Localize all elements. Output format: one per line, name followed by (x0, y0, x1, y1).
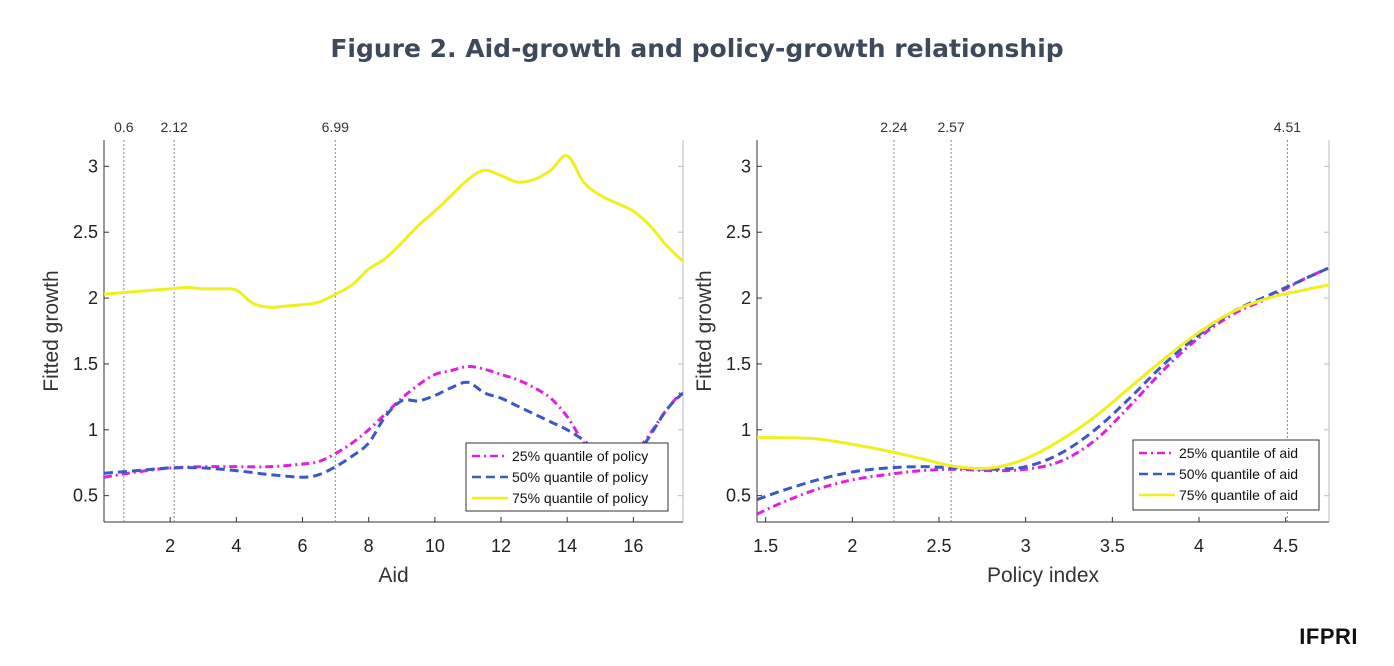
right-legend-label: 50% quantile of aid (1179, 466, 1298, 482)
right-y-tick-label: 1 (741, 420, 751, 440)
figure-title: Figure 2. Aid-growth and policy-growth r… (330, 34, 1064, 63)
right-reference-label: 2.57 (938, 119, 965, 135)
left-x-axis-label: Aid (378, 564, 408, 587)
right-x-tick-label: 2.5 (926, 536, 951, 556)
right-y-tick-label: 3 (741, 156, 751, 176)
left-legend-label: 25% quantile of policy (512, 448, 648, 464)
right-reference-label: 4.51 (1274, 119, 1301, 135)
left-x-tick-label: 2 (165, 536, 175, 556)
left-x-tick-label: 8 (364, 536, 374, 556)
left-y-axis-label: Fitted growth (40, 270, 63, 391)
right-y-tick-label: 2.5 (726, 222, 751, 242)
left-y-tick-label: 2 (88, 288, 98, 308)
left-legend-label: 75% quantile of policy (512, 490, 648, 506)
right-x-tick-label: 3 (1021, 536, 1031, 556)
left-y-tick-label: 3 (88, 156, 98, 176)
right-y-tick-label: 0.5 (726, 486, 751, 506)
right-legend-label: 25% quantile of aid (1179, 445, 1298, 461)
right-legend-label: 75% quantile of aid (1179, 487, 1298, 503)
right-x-tick-label: 4.5 (1273, 536, 1298, 556)
ifpri-logo-text: IFPRI (1299, 624, 1358, 649)
left-series-line (104, 154, 683, 309)
left-y-tick-label: 1.5 (73, 354, 98, 374)
left-legend-label: 50% quantile of policy (512, 469, 648, 485)
left-x-tick-label: 6 (298, 536, 308, 556)
right-series-line (757, 283, 1329, 471)
left-legend-box (465, 442, 669, 512)
left-series-line (104, 380, 683, 479)
left-y-tick-label: 1 (88, 420, 98, 440)
right-x-tick-label: 3.5 (1100, 536, 1125, 556)
right-x-axis-label: Policy index (987, 564, 1100, 587)
right-y-tick-label: 2 (741, 288, 751, 308)
left-x-tick-label: 12 (491, 536, 511, 556)
left-reference-label: 0.6 (114, 119, 134, 135)
right-y-axis-label: Fitted growth (693, 270, 716, 391)
left-y-tick-label: 2.5 (73, 222, 98, 242)
left-x-tick-label: 14 (557, 536, 577, 556)
left-x-tick-label: 4 (231, 536, 241, 556)
right-reference-label: 2.24 (880, 119, 907, 135)
right-x-tick-label: 2 (847, 536, 857, 556)
left-series-line (104, 365, 683, 479)
left-x-tick-label: 10 (425, 536, 445, 556)
left-y-tick-label: 0.5 (73, 486, 98, 506)
right-legend-box (1132, 439, 1320, 511)
right-series-line (757, 266, 1329, 516)
right-x-tick-label: 4 (1194, 536, 1204, 556)
left-reference-label: 6.99 (322, 119, 349, 135)
right-y-tick-label: 1.5 (726, 354, 751, 374)
left-reference-label: 2.12 (161, 119, 188, 135)
right-x-tick-label: 1.5 (753, 536, 778, 556)
left-x-tick-label: 16 (623, 536, 643, 556)
